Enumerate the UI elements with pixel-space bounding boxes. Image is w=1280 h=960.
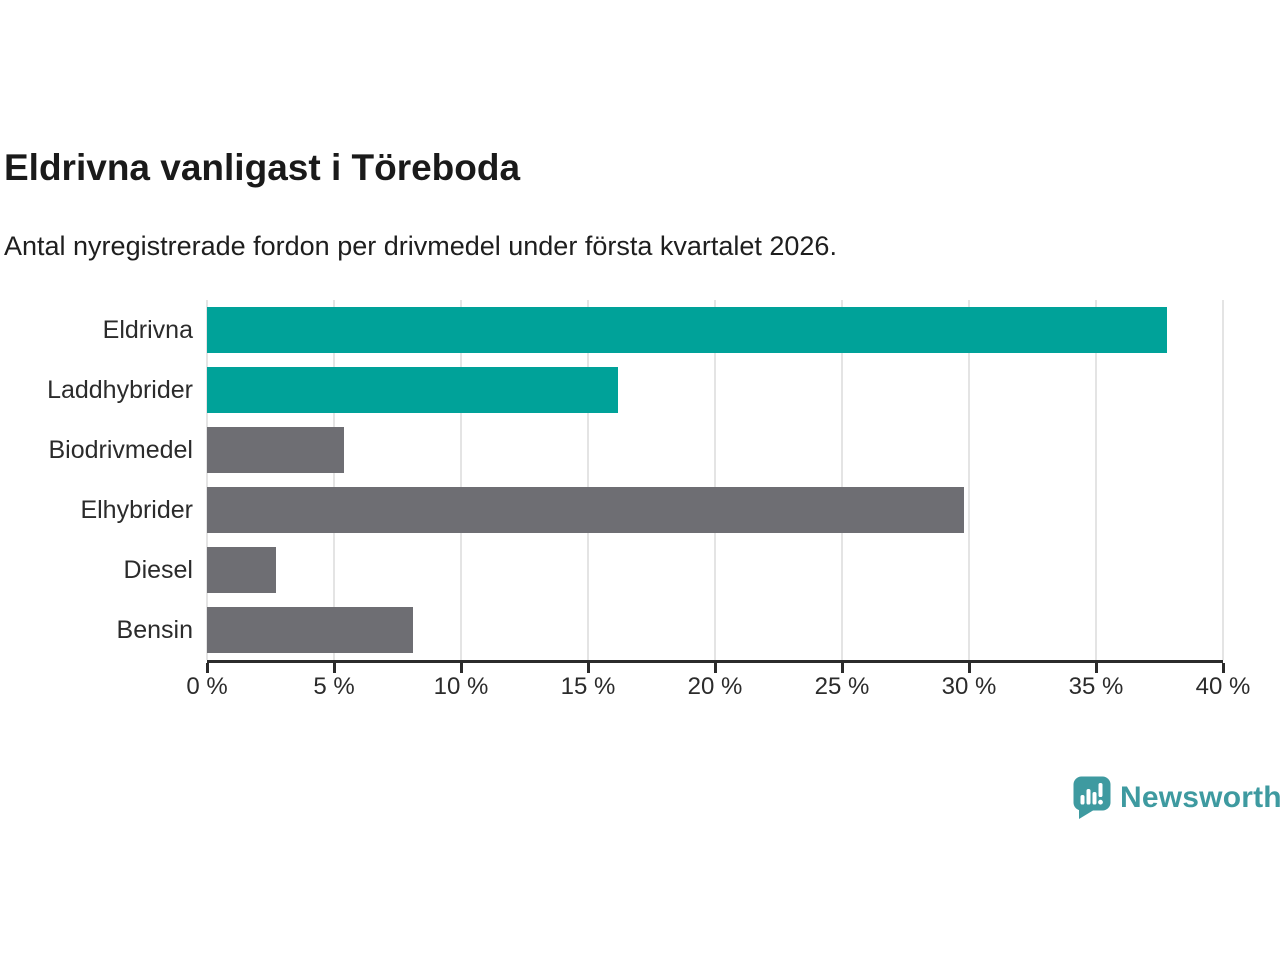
- gridline-0: [206, 300, 208, 660]
- x-tick-label-35: 35 %: [1068, 673, 1124, 700]
- x-tick-label-40: 40 %: [1195, 673, 1251, 700]
- category-label-biodrivmedel: Biodrivmedel: [48, 436, 193, 464]
- newsworthy-logo: Newsworthy: [1072, 775, 1280, 820]
- gridline-20: [714, 300, 716, 660]
- bar-chart-speech-bubble-icon: [1072, 775, 1112, 820]
- x-tick-label-10: 10 %: [433, 673, 489, 700]
- gridline-25: [841, 300, 843, 660]
- gridline-10: [460, 300, 462, 660]
- category-label-bensin: Bensin: [116, 616, 193, 644]
- plot-area: [206, 300, 1224, 663]
- x-tick-35: [1094, 663, 1098, 673]
- x-tick-label-25: 25 %: [814, 673, 870, 700]
- gridline-15: [587, 300, 589, 660]
- bar-laddhybrider: [207, 367, 619, 413]
- gridline-30: [968, 300, 970, 660]
- category-label-elhybrider: Elhybrider: [80, 496, 193, 524]
- bar-eldrivna: [207, 307, 1168, 353]
- bar-elhybrider: [207, 487, 964, 533]
- x-tick-0: [205, 663, 209, 673]
- bar-diesel: [207, 547, 276, 593]
- x-tick-label-30: 30 %: [941, 673, 997, 700]
- x-tick-label-0: 0 %: [186, 673, 228, 700]
- category-label-laddhybrider: Laddhybrider: [47, 376, 193, 404]
- x-tick-25: [840, 663, 844, 673]
- x-tick-label-20: 20 %: [687, 673, 743, 700]
- category-label-eldrivna: Eldrivna: [102, 316, 193, 344]
- x-tick-40: [1221, 663, 1225, 673]
- gridline-40: [1222, 300, 1224, 660]
- x-tick-15: [586, 663, 590, 673]
- bar-biodrivmedel: [207, 427, 345, 473]
- newsworthy-brand-text: Newsworthy: [1120, 780, 1280, 814]
- x-tick-30: [967, 663, 971, 673]
- x-tick-label-15: 15 %: [560, 673, 616, 700]
- bar-bensin: [207, 607, 413, 653]
- x-tick-10: [459, 663, 463, 673]
- x-tick-20: [713, 663, 717, 673]
- x-tick-5: [332, 663, 336, 673]
- gridline-5: [333, 300, 335, 660]
- gridline-35: [1095, 300, 1097, 660]
- chart-subtitle: Antal nyregistrerade fordon per drivmede…: [4, 231, 837, 261]
- x-tick-label-5: 5 %: [313, 673, 355, 700]
- chart-title: Eldrivna vanligast i Töreboda: [4, 147, 521, 188]
- category-label-diesel: Diesel: [123, 556, 193, 584]
